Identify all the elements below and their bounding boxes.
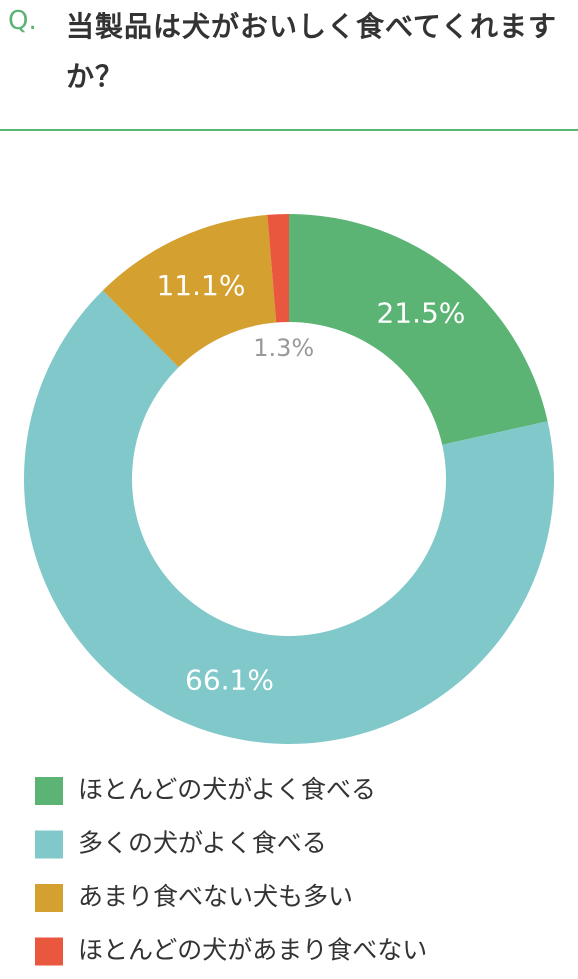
legend-label: あまり食べない犬も多い [78,882,353,911]
slice [102,214,277,368]
legend-swatch [35,777,63,805]
question-mark: Q. [8,6,37,36]
legend-swatch [35,937,63,966]
legend-label: ほとんどの犬がよく食べる [78,775,376,804]
slice [267,214,289,323]
legend-swatch [35,884,63,912]
divider [0,129,578,131]
value-label: 1.3% [253,334,314,362]
legend-label: 多くの犬がよく食べる [78,829,327,858]
value-label: 11.1% [156,269,245,302]
slice [23,290,554,745]
legend-label: ほとんどの犬があまり食べない [78,936,427,965]
chart-title: 当製品は犬がおいしく食べてくれますか？ [66,10,558,93]
legend-swatch [35,830,63,859]
value-label: 21.5% [376,296,465,329]
slice [289,214,548,445]
value-label: 66.1% [185,663,274,696]
